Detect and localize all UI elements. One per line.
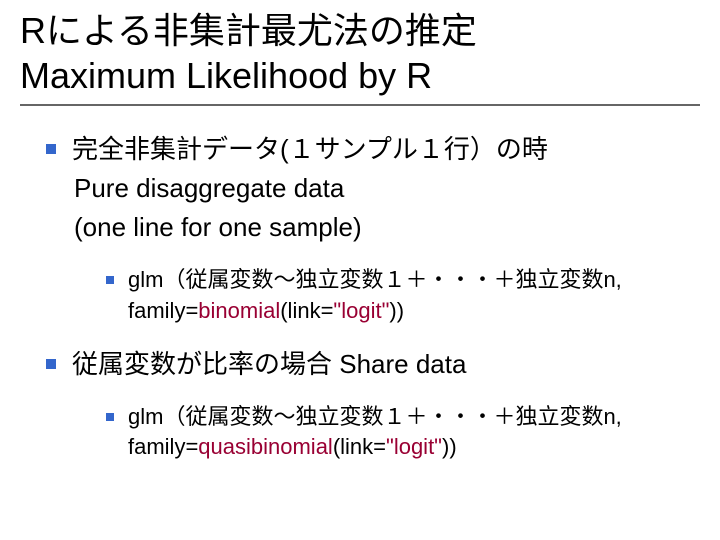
- sub2-accent1: quasibinomial: [198, 434, 333, 459]
- sub2-mid: (link=: [333, 434, 386, 459]
- sub1-mid: (link=: [280, 298, 333, 323]
- square-bullet-icon: [106, 276, 114, 284]
- bullet-line: 完全非集計データ(１サンプル１行）の時: [46, 130, 700, 169]
- sub-bullet-line: glm（従属変数～独立変数１＋・・・＋独立変数n, family=binomia…: [106, 265, 700, 327]
- title-block: Rによる非集計最尤法の推定 Maximum Likelihood by R: [20, 8, 700, 106]
- title-line-2: Maximum Likelihood by R: [20, 53, 700, 98]
- item2-text-line1: 従属変数が比率の場合 Share data: [72, 345, 466, 384]
- sub2-accent2: "logit": [386, 434, 442, 459]
- sub-bullet-item-1: glm（従属変数～独立変数１＋・・・＋独立変数n, family=binomia…: [106, 265, 700, 327]
- square-bullet-icon: [46, 359, 56, 369]
- sub1-accent2: "logit": [333, 298, 389, 323]
- bullet-line: 従属変数が比率の場合 Share data: [46, 345, 700, 384]
- sub2-post: )): [442, 434, 457, 459]
- sub2-text: glm（従属変数～独立変数１＋・・・＋独立変数n, family=quasibi…: [128, 402, 700, 464]
- item1-text-line1: 完全非集計データ(１サンプル１行）の時: [72, 130, 548, 169]
- sub-bullet-line: glm（従属変数～独立変数１＋・・・＋独立変数n, family=quasibi…: [106, 402, 700, 464]
- slide: Rによる非集計最尤法の推定 Maximum Likelihood by R 完全…: [0, 0, 720, 501]
- item1-text-line3: (one line for one sample): [74, 208, 700, 247]
- sub1-accent1: binomial: [198, 298, 280, 323]
- sub1-text: glm（従属変数～独立変数１＋・・・＋独立変数n, family=binomia…: [128, 265, 700, 327]
- sub1-post: )): [389, 298, 404, 323]
- bullet-item-2: 従属変数が比率の場合 Share data: [46, 345, 700, 384]
- item1-text-line2: Pure disaggregate data: [74, 169, 700, 208]
- square-bullet-icon: [46, 144, 56, 154]
- title-line-1: Rによる非集計最尤法の推定: [20, 8, 700, 53]
- sub-bullet-item-2: glm（従属変数～独立変数１＋・・・＋独立変数n, family=quasibi…: [106, 402, 700, 464]
- square-bullet-icon: [106, 413, 114, 421]
- bullet-item-1: 完全非集計データ(１サンプル１行）の時 Pure disaggregate da…: [46, 130, 700, 247]
